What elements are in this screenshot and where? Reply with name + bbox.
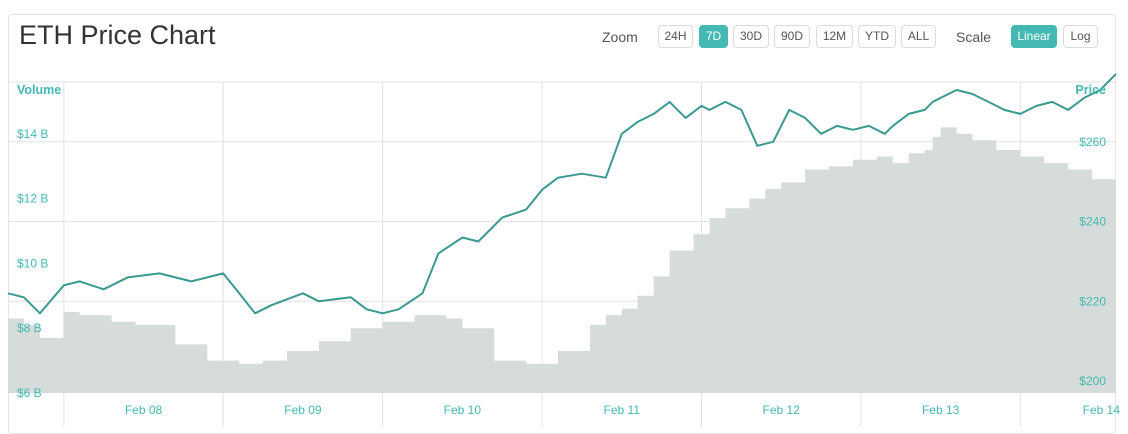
zoom-90d-button[interactable]: 90D (774, 25, 810, 48)
zoom-ytd-button[interactable]: YTD (858, 25, 896, 48)
scale-log-button[interactable]: Log (1063, 25, 1098, 48)
zoom-30d-button[interactable]: 30D (733, 25, 769, 48)
zoom-all-button[interactable]: ALL (901, 25, 936, 48)
page-title: ETH Price Chart (19, 20, 216, 50)
date-tick-label: Feb 10 (444, 403, 482, 417)
volume-axis-ticks: $6 B $8 B $10 B $12 B $14 B (17, 127, 48, 400)
price-axis-ticks: $200 $220 $240 $260 (1079, 135, 1106, 388)
price-tick-label: $220 (1079, 294, 1106, 308)
volume-tick-label: $10 B (17, 256, 48, 270)
volume-area (8, 127, 1116, 394)
scale-label: Scale (956, 29, 992, 45)
price-line[interactable] (7, 73, 1117, 315)
volume-tick-label: $8 B (17, 321, 42, 335)
date-tick-label: Feb 12 (763, 403, 801, 417)
date-tick-label: Feb 13 (922, 403, 960, 417)
volume-axis-label: Volume (17, 83, 61, 97)
date-tick-label: Feb 09 (284, 403, 322, 417)
chart-toolbar: Zoom 24H 7D 30D 90D 12M YTD ALL Scale Li… (0, 0, 1128, 70)
volume-tick-label: $12 B (17, 192, 48, 206)
volume-tick-label: $6 B (17, 386, 42, 400)
zoom-7d-button[interactable]: 7D (699, 25, 728, 48)
price-tick-label: $240 (1079, 215, 1106, 229)
date-axis-ticks: Feb 08 Feb 09 Feb 10 Feb 11 Feb 12 Feb 13 Feb … (125, 403, 1120, 417)
date-tick-label: Feb 14 (1083, 403, 1121, 417)
date-tick-label: Feb 11 (604, 403, 641, 417)
scale-linear-button[interactable]: Linear (1011, 25, 1057, 48)
volume-tick-label: $14 B (17, 127, 48, 141)
price-tick-label: $200 (1079, 374, 1106, 388)
date-tick-label: Feb 08 (125, 403, 163, 417)
zoom-24h-button[interactable]: 24H (658, 25, 693, 48)
price-axis-label: Price (1075, 83, 1106, 97)
price-tick-label: $260 (1079, 135, 1106, 149)
zoom-12m-button[interactable]: 12M (816, 25, 853, 48)
zoom-label: Zoom (602, 29, 638, 45)
